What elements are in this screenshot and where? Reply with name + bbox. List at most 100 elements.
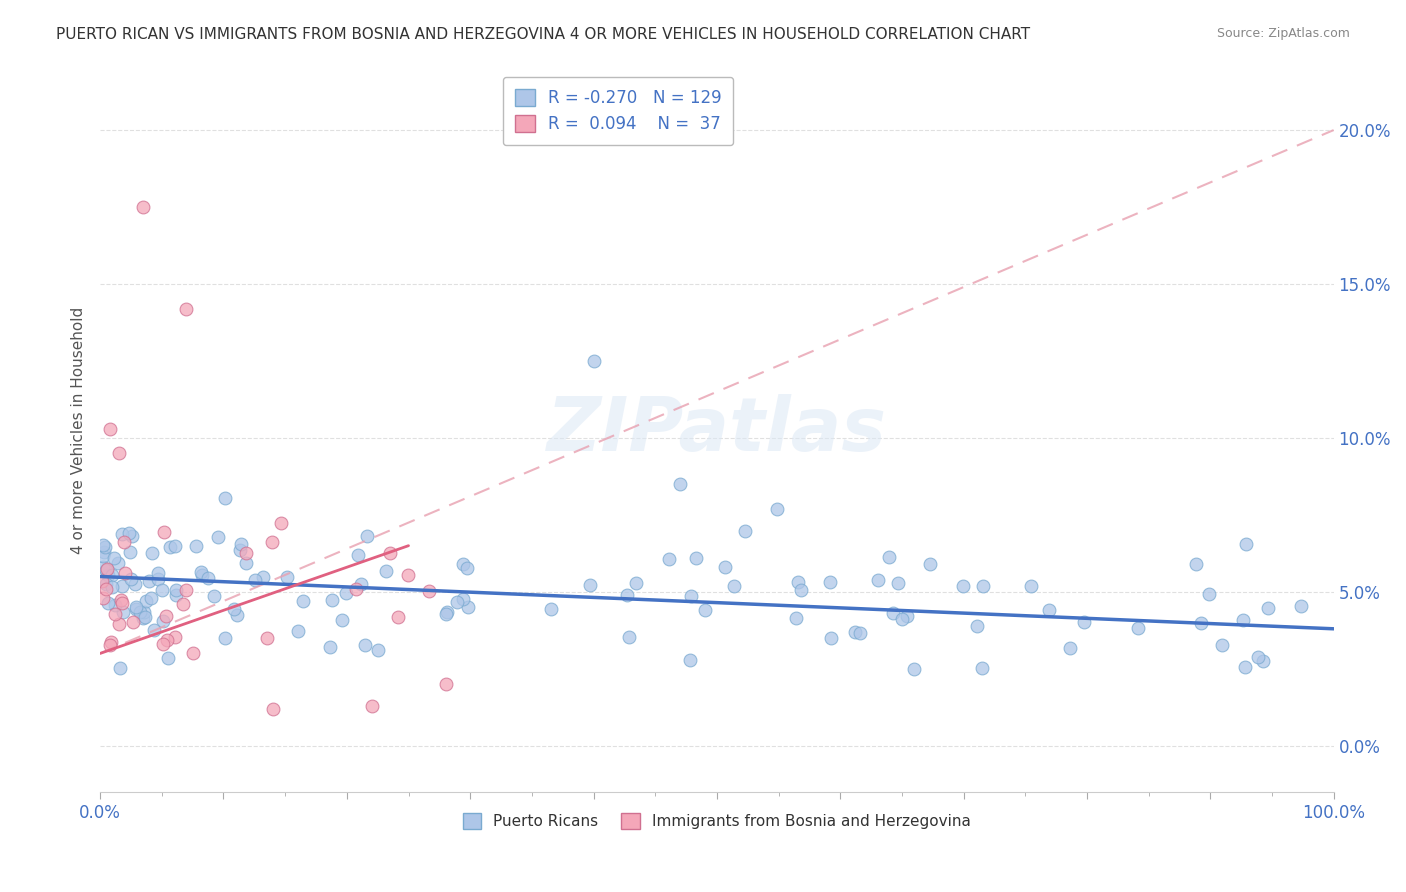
Point: [367, 643, 389, 657]
Point: [579, 578, 602, 592]
Point: [202, 589, 225, 603]
Point: [1126, 621, 1149, 635]
Point: [229, 542, 252, 557]
Point: [679, 653, 702, 667]
Point: [108, 661, 131, 675]
Point: [165, 588, 187, 602]
Point: [120, 545, 142, 559]
Point: [150, 583, 173, 598]
Point: [347, 548, 370, 562]
Point: [387, 610, 409, 624]
Point: [1257, 601, 1279, 615]
Point: [107, 446, 129, 460]
Point: [152, 637, 174, 651]
Point: [1059, 640, 1081, 655]
Point: [1211, 638, 1233, 652]
Point: [1233, 660, 1256, 674]
Point: [616, 588, 638, 602]
Point: [256, 632, 278, 646]
Point: [98, 422, 121, 436]
Point: [1189, 615, 1212, 630]
Point: [146, 572, 169, 586]
Point: [124, 577, 146, 591]
Point: [128, 605, 150, 619]
Point: [818, 575, 841, 590]
Point: [896, 608, 918, 623]
Point: [97, 596, 120, 610]
Point: [214, 631, 236, 645]
Point: [785, 611, 807, 625]
Point: [540, 602, 562, 616]
Point: [617, 630, 640, 644]
Point: [350, 577, 373, 591]
Point: [723, 579, 745, 593]
Point: [101, 568, 124, 582]
Point: [98, 638, 121, 652]
Point: [319, 640, 342, 655]
Point: [235, 546, 257, 560]
Point: [190, 568, 212, 582]
Point: [260, 535, 283, 549]
Point: [434, 607, 457, 622]
Point: [176, 301, 198, 316]
Point: [658, 551, 681, 566]
Point: [321, 593, 343, 607]
Point: [446, 594, 468, 608]
Point: [330, 613, 353, 627]
Point: [97, 568, 120, 582]
Point: [225, 608, 247, 623]
Point: [138, 574, 160, 588]
Point: [125, 599, 148, 614]
Point: [262, 702, 284, 716]
Point: [1198, 587, 1220, 601]
Point: [375, 564, 398, 578]
Point: [153, 525, 176, 540]
Text: Source: ZipAtlas.com: Source: ZipAtlas.com: [1216, 27, 1350, 40]
Point: [669, 477, 692, 491]
Point: [966, 618, 988, 632]
Point: [287, 624, 309, 638]
Point: [103, 551, 125, 566]
Point: [190, 565, 212, 579]
Point: [356, 529, 378, 543]
Point: [292, 594, 315, 608]
Point: [1232, 613, 1254, 627]
Point: [624, 575, 647, 590]
Point: [94, 540, 117, 554]
Point: [142, 624, 165, 638]
Point: [135, 594, 157, 608]
Point: [849, 625, 872, 640]
Point: [868, 574, 890, 588]
Point: [790, 582, 813, 597]
Point: [157, 651, 180, 665]
Point: [231, 537, 253, 551]
Point: [582, 354, 605, 368]
Point: [91, 559, 114, 574]
Point: [91, 549, 114, 563]
Point: [734, 524, 756, 538]
Text: ZIPatlas: ZIPatlas: [547, 393, 887, 467]
Point: [235, 556, 257, 570]
Point: [335, 585, 357, 599]
Point: [100, 634, 122, 648]
Point: [270, 516, 292, 531]
Point: [434, 677, 457, 691]
Point: [121, 529, 143, 543]
Point: [104, 607, 127, 621]
Point: [882, 606, 904, 620]
Point: [456, 561, 478, 575]
Point: [360, 698, 382, 713]
Point: [436, 605, 458, 619]
Point: [344, 582, 367, 596]
Point: [110, 593, 132, 607]
Point: [163, 630, 186, 644]
Legend: Puerto Ricans, Immigrants from Bosnia and Herzegovina: Puerto Ricans, Immigrants from Bosnia an…: [457, 806, 977, 835]
Point: [125, 602, 148, 616]
Point: [96, 562, 118, 576]
Point: [1291, 599, 1313, 613]
Point: [378, 546, 401, 560]
Point: [174, 582, 197, 597]
Point: [163, 539, 186, 553]
Point: [243, 573, 266, 587]
Point: [197, 571, 219, 585]
